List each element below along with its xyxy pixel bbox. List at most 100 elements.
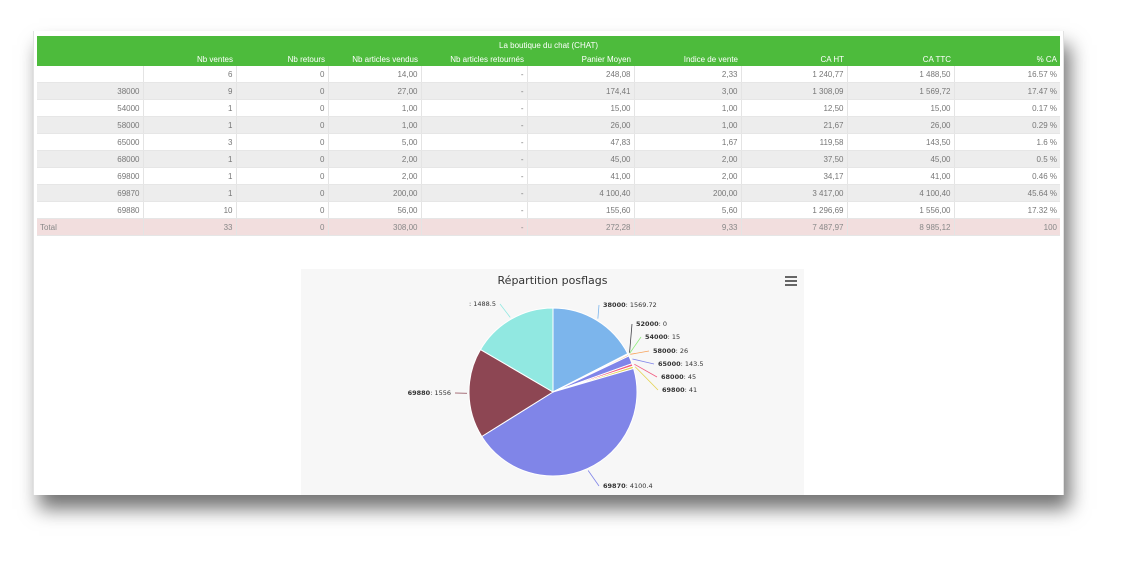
column-header[interactable]: Nb articles retournés	[421, 52, 527, 66]
chart-title: Répartition posflags	[497, 274, 608, 287]
table-cell: 1	[143, 116, 237, 134]
table-header-row: Nb ventes Nb retours Nb articles vendus Nb …	[37, 52, 1061, 66]
data-label: 54000: 15	[645, 333, 680, 341]
table-cell: 200,00	[328, 184, 422, 202]
connector-line	[634, 363, 658, 378]
pie-slice-69880[interactable]	[468, 348, 554, 438]
pie-chart: 38000: 1569.72 52000: 0 54000: 15 58000: 26…	[408, 300, 704, 490]
column-header[interactable]: Nb retours	[236, 52, 328, 66]
column-header[interactable]: CA HT	[741, 52, 847, 66]
table-row: 69880 10 0 56,00-155,60 5,60 1 296,69 1 556,00…	[37, 201, 1061, 219]
table-cell: 12,50	[741, 99, 848, 117]
pie-slice-blank[interactable]	[479, 307, 554, 393]
table-cell: 34,17	[741, 167, 848, 185]
table-cell: 17.47 %	[954, 82, 1061, 100]
table-cell: 16.57 %	[954, 66, 1061, 83]
table-cell: 2,33	[634, 66, 742, 83]
total-cell: 308,00	[328, 218, 422, 236]
connector-line	[587, 470, 600, 487]
table-cell: 2,00	[634, 150, 742, 168]
table-cell: 0	[236, 184, 329, 202]
table-cell: 200,00	[634, 184, 742, 202]
table-cell: 1,00	[328, 116, 422, 134]
table-cell: 0	[236, 82, 329, 100]
table-cell: 0	[236, 133, 329, 151]
pie-chart-container: Répartition posflags 38000: 1569.72 52000…	[301, 269, 804, 495]
column-header[interactable]	[37, 52, 143, 66]
connector-line	[629, 336, 642, 354]
table-cell: 45,00	[527, 150, 635, 168]
column-header[interactable]: Nb ventes	[143, 52, 236, 66]
table-cell: 1 296,69	[741, 201, 848, 219]
table-cell: -	[421, 82, 528, 100]
table-cell: 2,00	[634, 167, 742, 185]
table-cell: 2,00	[328, 150, 422, 168]
data-label: 52000: 0	[636, 320, 667, 328]
table-cell: 1,00	[634, 99, 742, 117]
connector-line	[634, 366, 659, 391]
table-cell: 1.6 %	[954, 133, 1061, 151]
table-cell: 1 240,77	[741, 66, 848, 83]
table-row: 6 0 14,00-248,08 2,33 1 240,77 1 488,50 16.57 …	[37, 66, 1061, 83]
pie-slice-69870[interactable]	[481, 367, 638, 477]
column-header[interactable]: Indice de vente	[634, 52, 741, 66]
table-cell: 47,83	[527, 133, 635, 151]
total-cell: 33	[143, 218, 237, 236]
table-cell: 0.29 %	[954, 116, 1061, 134]
table-cell: 26,00	[847, 116, 955, 134]
connector-line	[499, 303, 511, 318]
table-cell: 38000	[37, 82, 144, 100]
total-cell: 272,28	[527, 218, 635, 236]
column-header[interactable]: Panier Moyen	[527, 52, 634, 66]
table-cell: 1,00	[328, 99, 422, 117]
table-cell: 10	[143, 201, 237, 219]
table-cell: 0	[236, 167, 329, 185]
table-cell: 1 308,09	[741, 82, 848, 100]
data-label: 69800: 41	[662, 386, 697, 394]
table-row: 58000 1 0 1,00-26,00 1,00 21,67 26,00 0.29 %	[37, 116, 1061, 134]
table-cell: 1,00	[634, 116, 742, 134]
table-cell: 1	[143, 99, 237, 117]
table-cell: 27,00	[328, 82, 422, 100]
table-cell: -	[421, 150, 528, 168]
table-row: 69870 1 0 200,00-4 100,40 200,00 3 417,00 4 10…	[37, 184, 1061, 202]
data-label: 69870: 4100.4	[603, 482, 653, 490]
pie-slice-38000[interactable]	[552, 307, 629, 393]
total-cell: 8 985,12	[847, 218, 955, 236]
table-cell: -	[421, 201, 528, 219]
table-title: La boutique du chat (CHAT)	[37, 36, 1061, 52]
table-cell: -	[421, 116, 528, 134]
table-cell: 174,41	[527, 82, 635, 100]
connector-line	[629, 323, 633, 353]
table-cell: -	[421, 66, 528, 83]
total-cell: 100	[954, 218, 1061, 236]
column-header[interactable]: % CA	[954, 52, 1061, 66]
table-cell: 0	[236, 99, 329, 117]
table-cell: -	[421, 99, 528, 117]
table-row: 69800 1 0 2,00-41,00 2,00 34,17 41,00 0.46 %	[37, 167, 1061, 185]
table-cell: 56,00	[328, 201, 422, 219]
table-body: 6 0 14,00-248,08 2,33 1 240,77 1 488,50 16.57 …	[37, 66, 1061, 236]
table-row: 54000 1 0 1,00-15,00 1,00 12,50 15,00 0.17 %	[37, 99, 1061, 117]
table-cell: 5,00	[328, 133, 422, 151]
data-label: : 1488.5	[469, 300, 496, 308]
table-cell: 6	[143, 66, 237, 83]
table-cell: 69800	[37, 167, 144, 185]
hamburger-menu-icon[interactable]	[785, 276, 797, 286]
table-cell: 0.46 %	[954, 167, 1061, 185]
total-cell: 7 487,97	[741, 218, 848, 236]
column-header[interactable]: Nb articles vendus	[328, 52, 421, 66]
connector-line	[597, 304, 600, 319]
table-cell: 15,00	[527, 99, 635, 117]
table-cell: -	[421, 184, 528, 202]
column-header[interactable]: CA TTC	[847, 52, 954, 66]
table-cell: 0	[236, 66, 329, 83]
table-cell: 45,00	[847, 150, 955, 168]
table-cell: 21,67	[741, 116, 848, 134]
table-cell: 54000	[37, 99, 144, 117]
table-cell: 3,00	[634, 82, 742, 100]
table-cell: 41,00	[847, 167, 955, 185]
table-cell: 0	[236, 150, 329, 168]
table-cell: 1 488,50	[847, 66, 955, 83]
table-cell: 4 100,40	[527, 184, 635, 202]
